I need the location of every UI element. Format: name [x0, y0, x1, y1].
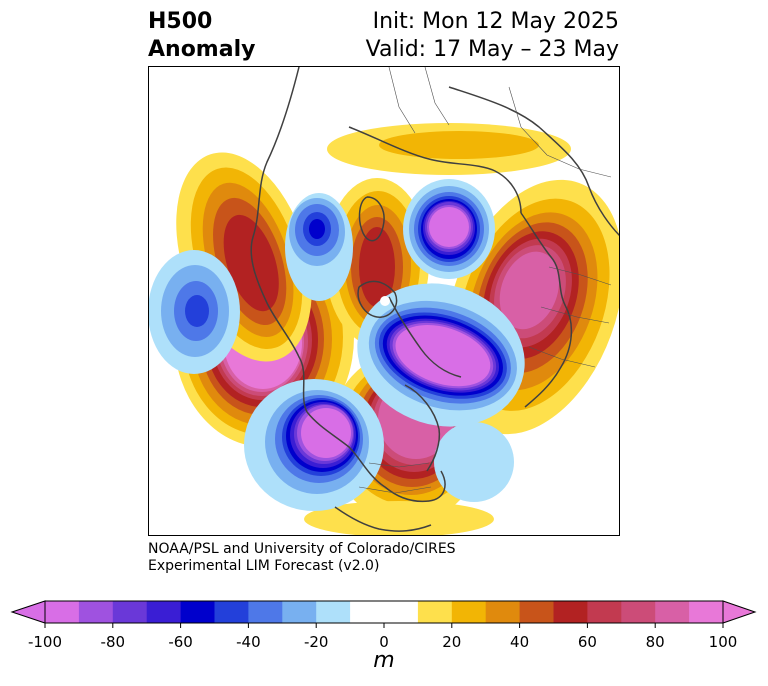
colorbar-segment	[214, 601, 249, 623]
colorbar-ticks: -100 -80 -60 -40 -20 0 20 40 60 80 100	[28, 623, 737, 651]
colorbar-segment	[485, 601, 521, 623]
colorbar-segments	[45, 601, 724, 623]
colorbar-tick-label: 0	[379, 633, 389, 651]
colorbar-segment	[655, 601, 690, 623]
credit: NOAA/PSL and University of Colorado/CIRE…	[148, 541, 456, 575]
colorbar-tick-label: 80	[646, 633, 665, 651]
init-date: Init: Mon 12 May 2025	[372, 9, 619, 34]
title-field-type: Anomaly	[148, 37, 256, 62]
colorbar-segment	[180, 601, 215, 623]
colorbar-segment	[45, 601, 80, 623]
colorbar-segment	[282, 601, 317, 623]
colorbar-segment	[587, 601, 622, 623]
colorbar-segment	[553, 601, 588, 623]
colorbar-over-arrow	[722, 600, 757, 624]
anomaly-west-us-negative	[244, 379, 384, 511]
colorbar-segment	[316, 601, 351, 623]
colorbar-tick-label: 40	[510, 633, 529, 651]
colorbar: -100 -80 -60 -40 -20 0 20 40 60 80 100	[10, 600, 757, 651]
colorbar-tick-label: -20	[304, 633, 329, 651]
colorbar-segment	[146, 601, 182, 623]
title-right: Init: Mon 12 May 2025 Valid: 17 May – 23…	[366, 8, 619, 64]
anomaly-northern-band-positive	[327, 123, 571, 175]
colorbar-tick-label: 60	[578, 633, 597, 651]
anomaly-scandinavia-negative	[403, 179, 495, 279]
colorbar-segment	[112, 601, 148, 623]
valid-range: Valid: 17 May – 23 May	[365, 37, 619, 62]
colorbar-segment	[248, 601, 283, 623]
anomaly-central-siberia-negative	[285, 193, 353, 301]
anomaly-west-pacific-negative	[149, 250, 240, 374]
colorbar-tick-label: -80	[101, 633, 126, 651]
colorbar-segment	[78, 601, 114, 623]
colorbar-unit: m	[373, 648, 395, 673]
colorbar-segment	[519, 601, 554, 623]
colorbar-segment	[350, 601, 385, 623]
anomaly-gulf-positive	[304, 501, 494, 535]
anomaly-map-svg	[149, 67, 619, 535]
colorbar-tick-label: 100	[709, 633, 738, 651]
credit-line-1: NOAA/PSL and University of Colorado/CIRE…	[148, 541, 456, 557]
north-pole-marker	[380, 296, 390, 306]
colorbar-segment	[417, 601, 453, 623]
country-borders	[358, 67, 612, 494]
colorbar-segment	[621, 601, 656, 623]
colorbar-segment	[451, 601, 487, 623]
colorbar-under-arrow	[10, 600, 46, 624]
coastlines	[250, 67, 619, 532]
colorbar-tick-label: 20	[442, 633, 461, 651]
colorbar-segment	[384, 601, 419, 623]
anomaly-east-atlantic-negative	[434, 422, 514, 502]
credit-line-2: Experimental LIM Forecast (v2.0)	[148, 558, 380, 574]
colorbar-tick-label: -40	[236, 633, 261, 651]
colorbar-tick-label: -60	[168, 633, 193, 651]
colorbar-tick-label: -100	[28, 633, 62, 651]
anomaly-map	[148, 66, 620, 536]
title-left: H500 Anomaly	[148, 8, 255, 64]
colorbar-segment	[689, 601, 724, 623]
title-field: H500	[148, 9, 213, 34]
